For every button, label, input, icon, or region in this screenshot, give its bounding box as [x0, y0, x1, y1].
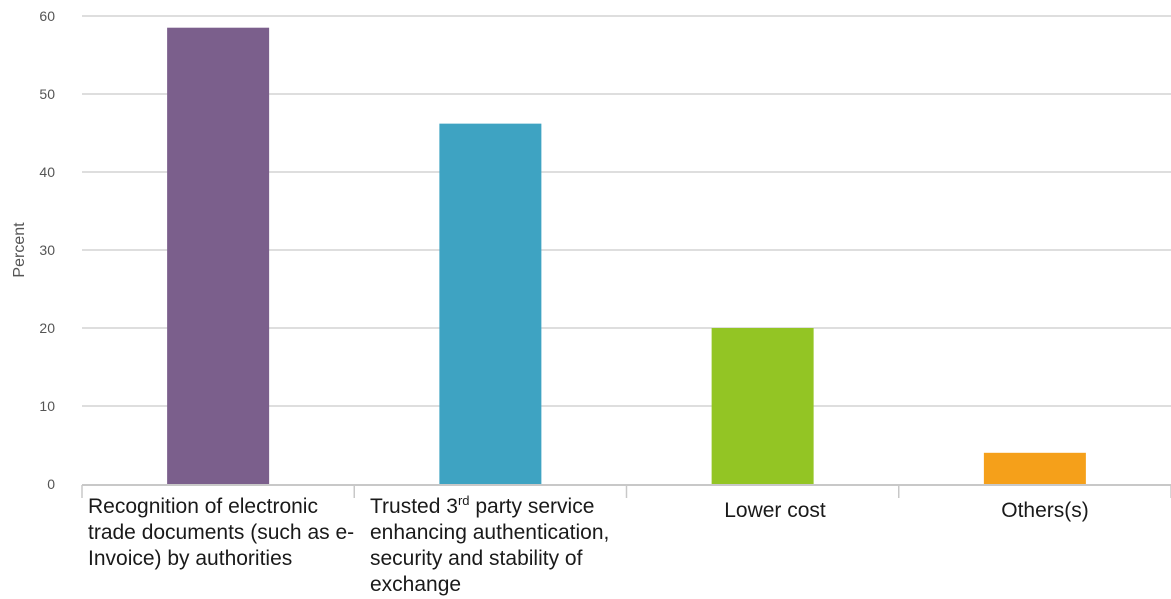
y-tick-label: 0	[47, 476, 55, 492]
y-tick-label: 40	[39, 164, 55, 180]
bar	[711, 328, 814, 484]
bars	[167, 27, 1086, 484]
y-tick-label: 10	[39, 398, 55, 414]
x-tick-label-text: Lower cost	[724, 499, 826, 522]
x-axis	[81, 484, 1171, 498]
bar	[167, 27, 270, 484]
y-tick-label: 20	[39, 320, 55, 336]
x-tick-label-text: Trusted 3	[370, 495, 458, 518]
x-tick-label-text: Recognition of electronic trade document…	[88, 495, 355, 570]
x-tick-label-superscript: rd	[457, 493, 470, 508]
x-tick-label: Trusted 3rd party service enhancing auth…	[370, 494, 645, 598]
x-tick-label-text: party service enhancing authentication, …	[370, 495, 610, 596]
bar	[983, 452, 1086, 484]
x-tick-label: Recognition of electronic trade document…	[88, 494, 358, 572]
y-axis-label: Percent	[11, 222, 28, 278]
bar	[439, 123, 542, 484]
y-tick-label: 30	[39, 242, 55, 258]
y-tick-label: 50	[39, 86, 55, 102]
y-axis-ticks: 0 10 20 30 40 50 60	[39, 8, 55, 492]
y-tick-label: 60	[39, 8, 55, 24]
x-tick-label: Others(s)	[920, 498, 1170, 524]
x-tick-label: Lower cost	[640, 498, 910, 524]
x-tick-label-text: Others(s)	[1001, 499, 1089, 522]
